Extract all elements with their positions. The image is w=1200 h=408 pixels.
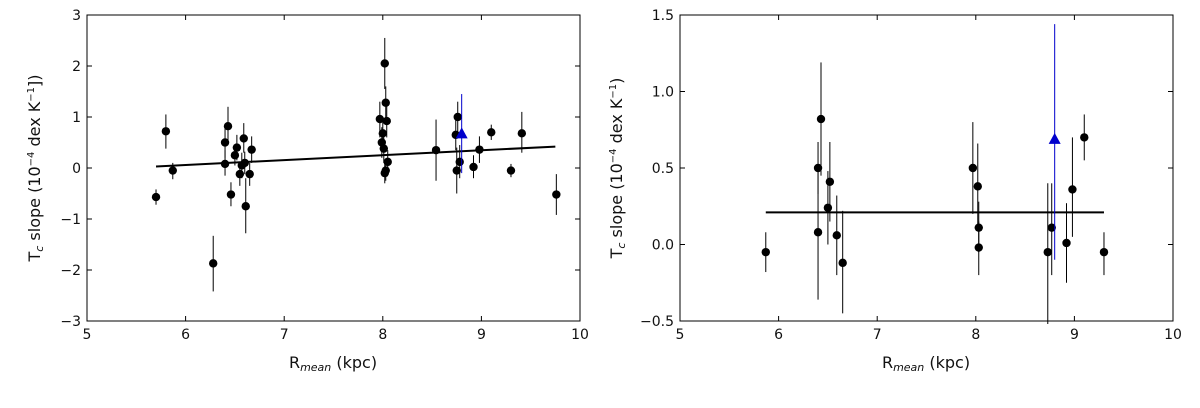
left-x-tick-label: 7 <box>280 327 289 343</box>
left-x-tick-label: 5 <box>83 327 92 343</box>
right-data-point <box>823 203 833 212</box>
left-x-tick-label: 9 <box>477 327 486 343</box>
right-data-point <box>1062 238 1071 248</box>
left-data-point <box>382 116 391 126</box>
right-data-point <box>761 247 770 257</box>
right-data-point <box>1043 247 1052 257</box>
left-x-tick-label: 6 <box>181 327 190 343</box>
left-data-point <box>239 134 248 143</box>
left-y-tick-label: −1 <box>60 212 81 228</box>
right-data-point <box>974 243 983 252</box>
left-data-point <box>235 169 245 179</box>
right-panel: 5 6 7 8 9 10 −0.5 0.0 0.5 1.0 1.5 Rmean (kpc) Tc s… <box>607 8 1182 374</box>
left-data-point <box>230 151 240 160</box>
left-data-point <box>552 190 561 199</box>
left-data-point <box>487 128 496 137</box>
right-data-point <box>816 114 826 124</box>
right-plot-area: 5 6 7 8 9 10 −0.5 0.0 0.5 1.0 1.5 <box>640 8 1182 343</box>
right-data-point <box>1099 247 1109 257</box>
left-data-point <box>455 157 464 167</box>
right-data-point <box>825 177 835 186</box>
right-data-point <box>832 231 841 240</box>
left-y-tick-label: −2 <box>60 263 81 279</box>
left-data-point <box>168 166 177 175</box>
left-data-point <box>151 192 161 202</box>
right-x-tick-label: 6 <box>774 327 783 343</box>
left-data-point <box>379 144 388 153</box>
right-highlight-triangle-point <box>1048 132 1061 144</box>
right-y-tick-label: 0.0 <box>652 238 674 254</box>
right-y-axis-label: Tc slope (10−4 dex K−1) <box>607 78 628 260</box>
right-data-point <box>973 182 982 191</box>
left-y-axis-label: Tc slope (10−4 dex K−1]) <box>25 74 46 262</box>
left-y-tick-label: −3 <box>60 314 81 330</box>
right-y-tick-label: 1.0 <box>652 85 674 101</box>
left-data-point <box>383 157 392 167</box>
right-x-axis-label: Rmean (kpc) <box>882 353 970 374</box>
left-data-point <box>452 166 461 175</box>
right-axes-frame <box>679 14 1174 322</box>
left-data-point <box>240 158 249 168</box>
right-data-point <box>1068 185 1077 194</box>
right-x-tick-label: 5 <box>676 327 685 343</box>
left-fit-line <box>155 145 556 168</box>
left-x-axis-label: Rmean (kpc) <box>289 353 377 374</box>
left-axes-frame <box>86 14 581 322</box>
left-panel: 5 6 7 8 9 10 −3 −2 −1 0 1 2 3 Rmean (kpc) Tc slope (… <box>25 8 589 374</box>
left-data-point <box>161 127 171 136</box>
left-data-point <box>475 145 484 154</box>
left-plot-area: 5 6 7 8 9 10 −3 −2 −1 0 1 2 3 <box>60 8 589 343</box>
left-data-point <box>247 145 256 154</box>
right-x-tick-label: 8 <box>971 327 980 343</box>
left-data-point <box>381 98 390 107</box>
left-data-point <box>241 202 250 211</box>
left-data-point <box>381 166 390 175</box>
left-data-point <box>453 112 462 122</box>
left-data-point <box>517 129 527 138</box>
left-y-tick-label: 3 <box>72 8 81 24</box>
left-x-tick-label: 10 <box>571 327 589 343</box>
left-data-point <box>506 166 516 175</box>
left-data-point <box>245 169 254 179</box>
left-highlight-triangle-point <box>455 127 468 139</box>
right-x-tick-label: 9 <box>1070 327 1079 343</box>
left-data-point <box>469 162 478 172</box>
right-y-tick-label: −0.5 <box>640 314 674 330</box>
left-data-point <box>375 114 385 124</box>
left-y-tick-label: 1 <box>72 110 81 126</box>
right-x-tick-label: 7 <box>873 327 882 343</box>
right-data-point <box>1047 223 1056 232</box>
right-data-point <box>1080 133 1089 142</box>
right-y-tick-label: 1.5 <box>652 8 674 24</box>
left-data-point <box>209 259 218 268</box>
right-data-point <box>838 258 847 268</box>
left-y-tick-label: 2 <box>72 59 81 75</box>
left-data-point <box>431 145 441 155</box>
left-y-tick-label: 0 <box>72 161 81 177</box>
right-data-point <box>968 163 978 173</box>
left-data-point <box>223 121 233 131</box>
right-data-point <box>813 228 823 237</box>
left-data-point <box>380 59 389 68</box>
left-data-point <box>226 190 236 199</box>
right-y-tick-label: 0.5 <box>652 161 674 177</box>
left-data-point <box>220 159 230 169</box>
left-data-point <box>220 138 230 147</box>
left-data-point <box>232 143 242 152</box>
right-x-tick-label: 10 <box>1164 327 1182 343</box>
left-x-tick-label: 8 <box>378 327 387 343</box>
left-data-point <box>378 129 387 138</box>
